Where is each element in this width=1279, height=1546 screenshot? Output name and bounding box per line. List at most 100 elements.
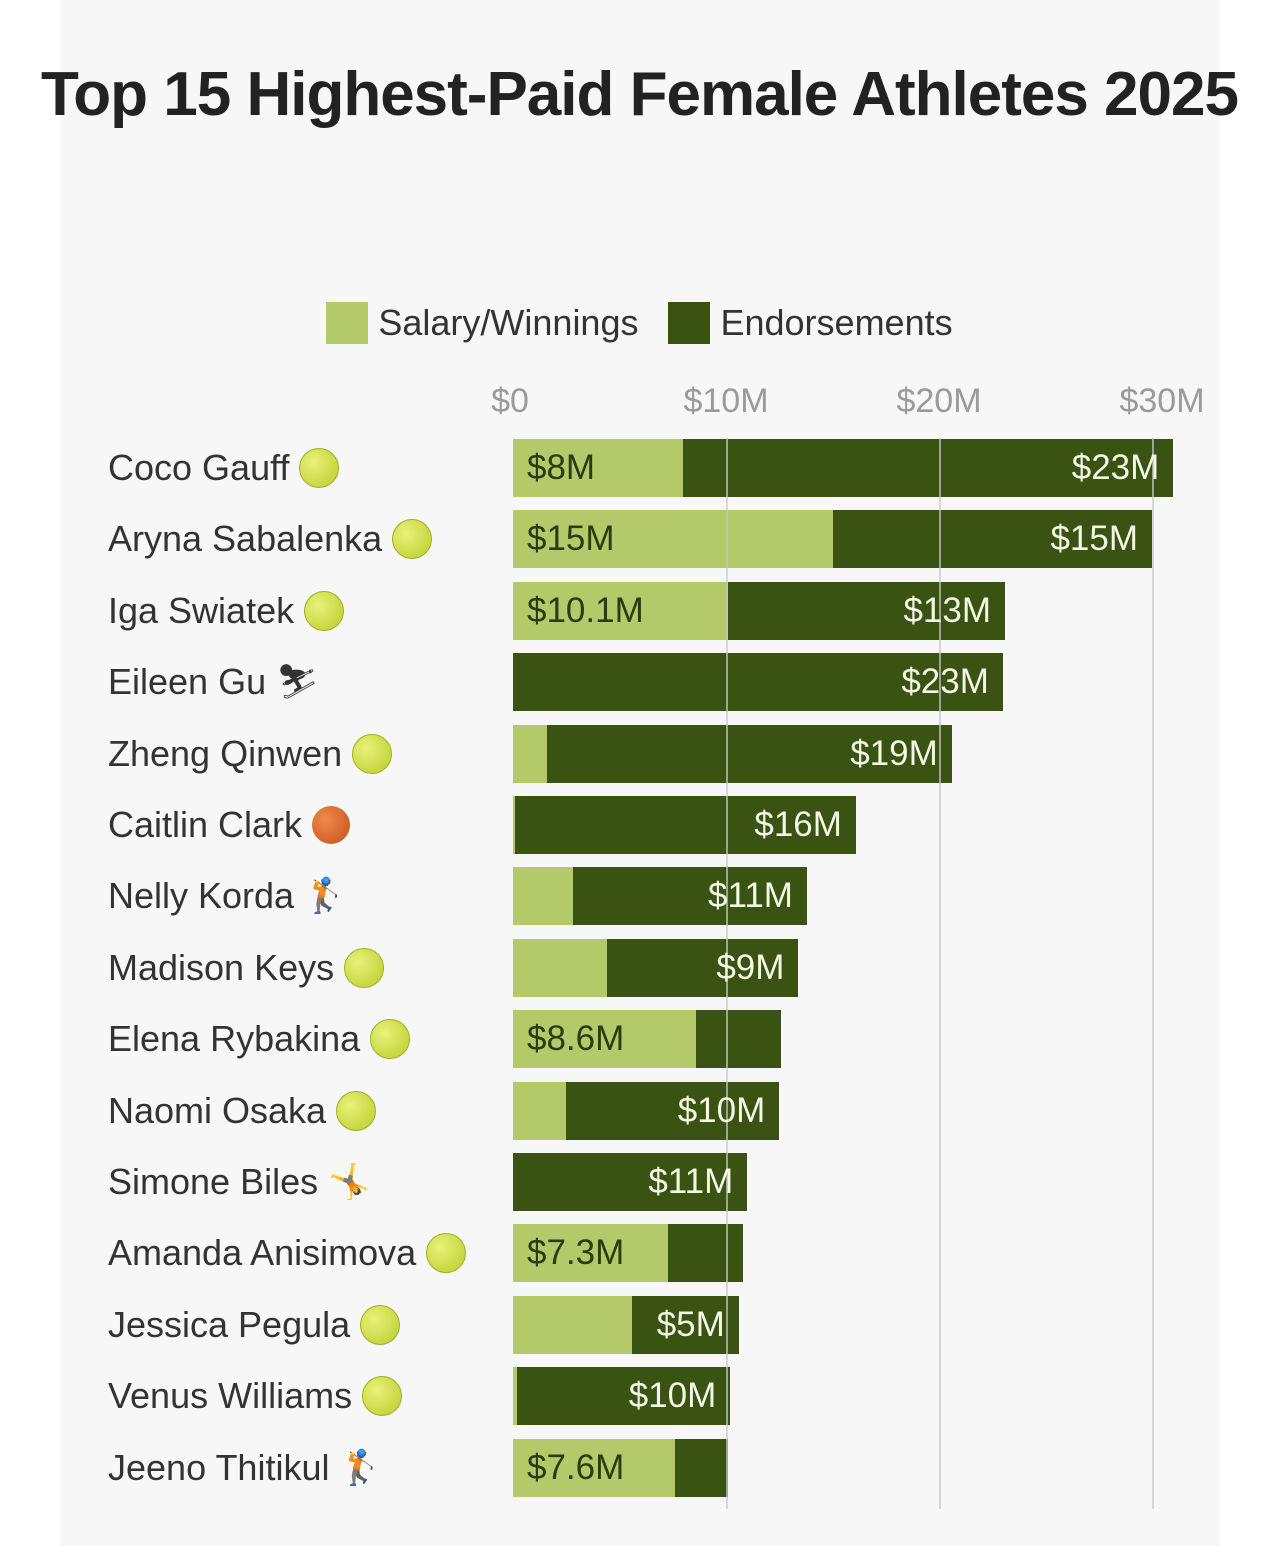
athlete-label: Iga Swiatek [108, 582, 345, 640]
legend-swatch-endorsements [668, 302, 711, 344]
salary-bar [513, 1438, 675, 1497]
tennis-ball-icon [426, 1233, 467, 1274]
bar-row: Amanda Anisimova $7.3M [0, 1224, 1279, 1283]
bar-row: Zheng Qinwen $19M [0, 724, 1279, 783]
endorsement-bar [683, 439, 1174, 497]
tennis-ball-icon [360, 1304, 401, 1345]
x-tick-label: $0 [491, 382, 529, 420]
bar-row: Jeeno Thitikul 🏌 $7.6M [0, 1438, 1279, 1497]
golfer-icon: 🏌 [304, 877, 347, 916]
salary-bar [513, 1224, 669, 1283]
tennis-ball-icon [304, 590, 345, 631]
endorsement-bar [632, 1295, 739, 1354]
bar-row: Eileen Gu ⛷ $23M [0, 653, 1279, 712]
endorsement-bar [832, 510, 1152, 569]
endorsement-value-label: $10M [677, 1090, 766, 1130]
endorsement-value-label: $10M [628, 1376, 717, 1416]
endorsement-value-label: $19M [850, 733, 938, 773]
salary-value-label: $8.6M [527, 1019, 625, 1059]
legend: Salary/Winnings Endorsements [0, 302, 1279, 344]
endorsement-value-label: $23M [1071, 448, 1160, 487]
salary-bar [513, 510, 833, 569]
athlete-name: Madison Keys [108, 946, 335, 988]
salary-bar [513, 1010, 697, 1069]
athlete-name: Coco Gauff [108, 447, 290, 488]
athlete-name: Nelly Korda [108, 875, 295, 917]
athlete-label: Jessica Pegula [108, 1296, 401, 1354]
athlete-name: Iga Swiatek [108, 589, 295, 631]
bar-row: Aryna Sabalenka $15M $15M [0, 510, 1279, 569]
endorsement-value-label: $9M [716, 947, 785, 987]
athlete-name: Naomi Osaka [108, 1089, 327, 1131]
endorsement-value-label: $23M [901, 662, 989, 702]
athlete-label: Aryna Sabalenka [108, 510, 433, 568]
athlete-label: Elena Rybakina [108, 1010, 411, 1068]
endorsement-bar [515, 796, 856, 854]
endorsement-bar [572, 867, 807, 926]
legend-item-endorsements: Endorsements [668, 302, 953, 344]
salary-value-label: $7.6M [527, 1447, 625, 1487]
bar-row: Elena Rybakina $8.6M [0, 1010, 1279, 1069]
chart-title: Top 15 Highest-Paid Female Athletes 2025 [41, 60, 1239, 129]
gridline [939, 438, 941, 1509]
athlete-label: Zheng Qinwen [108, 725, 393, 783]
athlete-name: Jessica Pegula [108, 1303, 351, 1345]
endorsement-bar [513, 653, 1003, 712]
athlete-name: Caitlin Clark [108, 804, 303, 845]
x-tick-label: $20M [896, 382, 982, 420]
athlete-name: Zheng Qinwen [108, 732, 343, 774]
gymnast-icon: 🤸 [328, 1163, 371, 1201]
legend-label-salary: Salary/Winnings [378, 302, 639, 343]
tennis-ball-icon [336, 1090, 377, 1131]
basketball-icon [312, 806, 351, 844]
athlete-label: Madison Keys [108, 939, 385, 997]
athlete-label: Naomi Osaka [108, 1082, 377, 1140]
athlete-label: Coco Gauff [108, 439, 340, 497]
salary-value-label: $8M [527, 448, 596, 487]
tennis-ball-icon [352, 733, 393, 774]
tennis-ball-icon [344, 947, 385, 988]
athlete-label: Simone Biles 🤸 [108, 1153, 371, 1211]
bar-row: Venus Williams $10M [0, 1367, 1279, 1426]
athlete-name: Aryna Sabalenka [108, 518, 383, 560]
salary-value-label: $15M [527, 519, 615, 559]
bar-row: Jessica Pegula $5M [0, 1295, 1279, 1354]
endorsement-bar [547, 724, 952, 783]
salary-bar [513, 938, 607, 997]
salary-bar [513, 796, 516, 854]
athlete-label: Amanda Anisimova [108, 1224, 467, 1282]
athlete-label: Jeeno Thitikul 🏌 [108, 1439, 382, 1497]
salary-bar [513, 724, 548, 783]
endorsement-bar [566, 1081, 780, 1140]
athlete-label: Eileen Gu ⛷ [108, 653, 320, 711]
athlete-label: Nelly Korda 🏌 [108, 867, 347, 925]
salary-bar [513, 1367, 518, 1426]
endorsement-value-label: $11M [707, 876, 793, 916]
bar-row: Iga Swiatek $10.1M $13M [0, 581, 1279, 640]
athlete-name: Simone Biles [108, 1161, 319, 1202]
tennis-ball-icon [362, 1376, 403, 1417]
salary-bar [513, 1295, 633, 1354]
legend-label-endorsements: Endorsements [720, 302, 953, 343]
salary-bar [513, 581, 729, 640]
tennis-ball-icon [299, 448, 340, 488]
skier-icon: ⛷ [276, 663, 320, 702]
endorsement-value-label: $15M [1050, 519, 1138, 559]
salary-value-label: $7.3M [527, 1233, 625, 1273]
athlete-name: Elena Rybakina [108, 1018, 361, 1060]
salary-bar [513, 1081, 567, 1140]
endorsement-value-label: $13M [903, 590, 992, 630]
endorsement-bar [517, 1367, 731, 1426]
x-tick-label: $10M [683, 382, 769, 420]
endorsement-value-label: $16M [754, 805, 842, 844]
salary-value-label: $10.1M [527, 590, 644, 630]
athlete-name: Eileen Gu [108, 661, 267, 703]
salary-bar [513, 867, 573, 926]
endorsement-bar [674, 1438, 729, 1497]
bar-row: Madison Keys $9M [0, 938, 1279, 997]
x-tick-label: $30M [1119, 382, 1205, 420]
athlete-name: Jeeno Thitikul [108, 1446, 330, 1488]
athlete-label: Venus Williams [108, 1367, 403, 1425]
salary-bar [513, 439, 684, 497]
endorsement-bar [696, 1010, 782, 1069]
